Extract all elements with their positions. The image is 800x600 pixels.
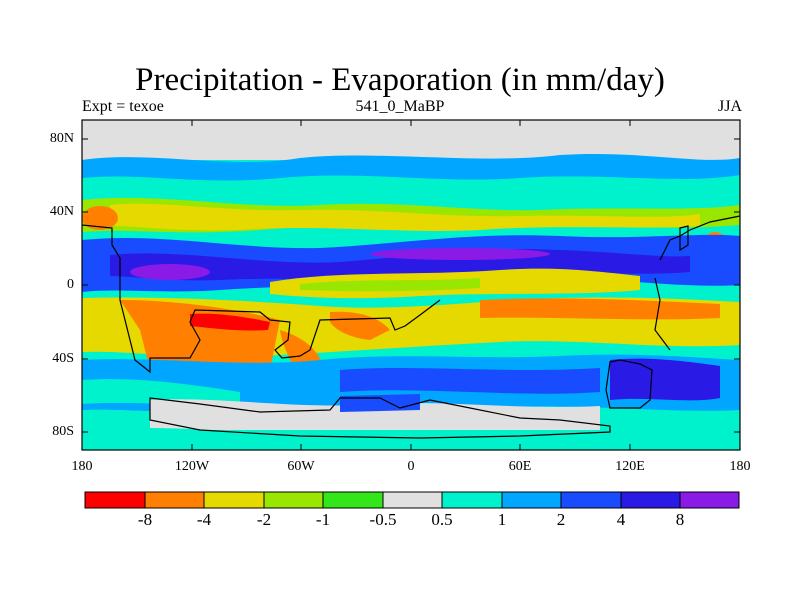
experiment-label: Expt = texoe	[82, 98, 164, 115]
x-tick-label: 180	[729, 459, 751, 474]
colorbar-label: -1	[315, 510, 331, 529]
age-label: 541_0_MaBP	[355, 98, 445, 115]
map-field	[82, 120, 740, 450]
colorbar-label: 1	[497, 510, 507, 529]
x-tick-label: 120E	[615, 459, 645, 474]
colorbar-label: -8	[137, 510, 153, 529]
x-tick-label: 60E	[508, 459, 532, 474]
x-tick-label: 0	[407, 459, 415, 474]
colorbar-label: 0.5	[431, 510, 453, 529]
colorbar	[84, 491, 740, 509]
y-tick-label: 80S	[52, 424, 74, 439]
y-tick-label: 80N	[49, 131, 74, 146]
colorbar-label: -2	[256, 510, 272, 529]
y-tick-label: 40S	[52, 351, 74, 366]
colorbar-label: 2	[556, 510, 566, 529]
colorbar-label: -0.5	[369, 510, 397, 529]
colorbar-label: -4	[196, 510, 212, 529]
map-title: Precipitation - Evaporation (in mm/day)	[135, 62, 665, 98]
colorbar-label: 4	[616, 510, 626, 529]
season-label: JJA	[717, 98, 742, 115]
x-tick-label: 120W	[174, 459, 210, 474]
y-tick-label: 0	[67, 277, 74, 292]
colorbar-label: 8	[675, 510, 685, 529]
coastlines	[81, 215, 741, 439]
y-tick-label: 40N	[49, 204, 74, 219]
tick-marks	[81, 120, 741, 450]
x-tick-label: 60W	[287, 459, 315, 474]
x-tick-label: 180	[71, 459, 93, 474]
